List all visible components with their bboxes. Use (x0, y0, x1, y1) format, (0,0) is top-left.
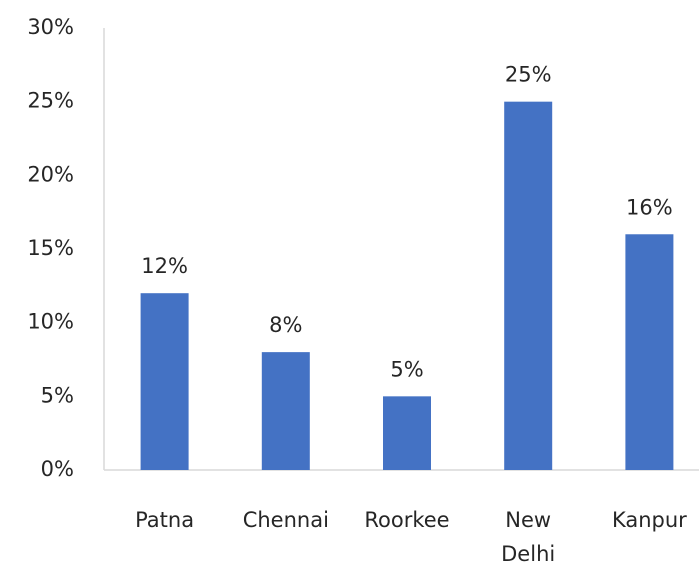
x-tick-label: Chennai (242, 508, 329, 532)
bar (261, 352, 310, 470)
x-tick-label: Kanpur (611, 508, 687, 532)
y-tick-label: 20% (27, 162, 74, 186)
y-tick-label: 15% (27, 236, 74, 260)
bar (383, 396, 431, 470)
data-label: 5% (390, 357, 423, 381)
y-tick-label: 30% (27, 15, 74, 39)
x-tick-label: Patna (135, 508, 195, 532)
bar (625, 234, 674, 470)
y-tick-label: 10% (27, 310, 74, 334)
data-label: 8% (269, 313, 302, 337)
x-tick-label: New Delhi (501, 508, 556, 566)
y-tick-label: 25% (27, 89, 74, 113)
data-label: 25% (505, 63, 552, 87)
data-label: 12% (141, 254, 188, 278)
y-tick-label: 5% (41, 383, 74, 407)
bar (504, 101, 553, 471)
x-tick-label: Roorkee (364, 508, 450, 532)
data-label: 16% (626, 195, 673, 219)
y-tick-label: 0% (41, 457, 74, 481)
bar (140, 293, 189, 470)
